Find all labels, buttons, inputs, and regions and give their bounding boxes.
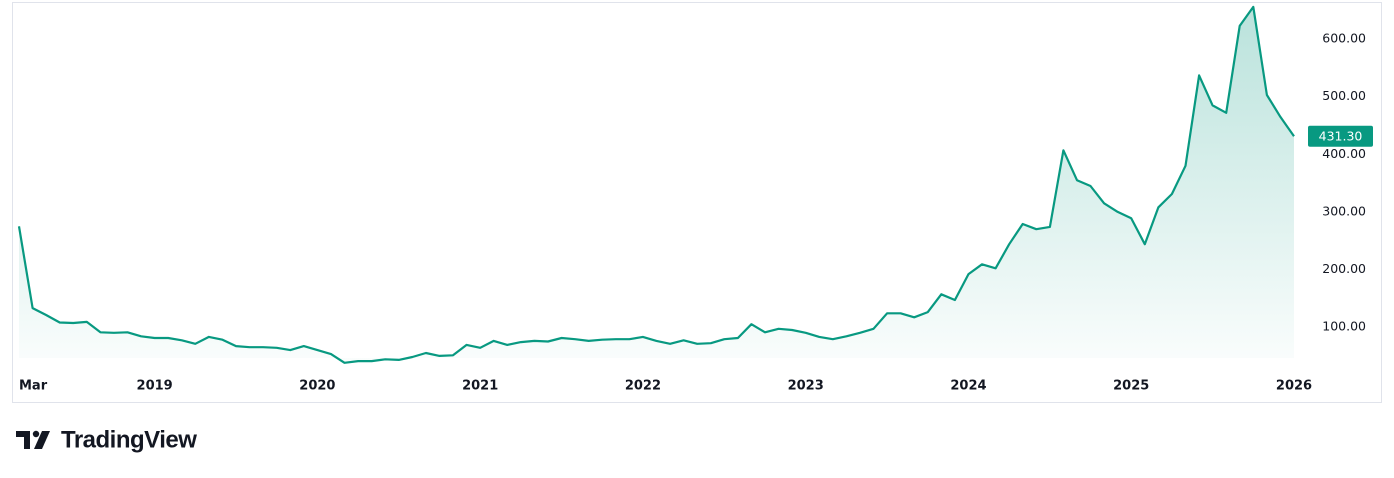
brand-name: TradingView: [61, 426, 197, 453]
y-tick-label: 300.00: [1322, 203, 1366, 218]
chart-frame: [12, 2, 1382, 403]
area-fill: [19, 6, 1294, 363]
last-price-tag: [1308, 125, 1373, 147]
x-tick-label: 2025: [1113, 379, 1149, 394]
x-tick-label: Mar: [19, 379, 48, 394]
y-tick-label: 400.00: [1322, 146, 1366, 161]
x-tick-label: 2024: [950, 379, 986, 394]
y-tick-label: 200.00: [1322, 261, 1366, 276]
x-tick-label: 2021: [462, 379, 498, 394]
brand-logo: [16, 430, 50, 449]
x-tick-label: 2019: [137, 379, 173, 394]
x-tick-label: 2026: [1276, 379, 1312, 394]
x-tick-label: 2022: [625, 379, 661, 394]
x-tick-label: 2023: [788, 379, 824, 394]
y-tick-label: 500.00: [1322, 88, 1366, 103]
x-tick-label: 2020: [299, 379, 335, 394]
last-price-label: 431.30: [1319, 128, 1363, 143]
y-tick-label: 100.00: [1322, 319, 1366, 334]
y-tick-label: 600.00: [1322, 31, 1366, 46]
price-line: [17, 5, 1295, 364]
